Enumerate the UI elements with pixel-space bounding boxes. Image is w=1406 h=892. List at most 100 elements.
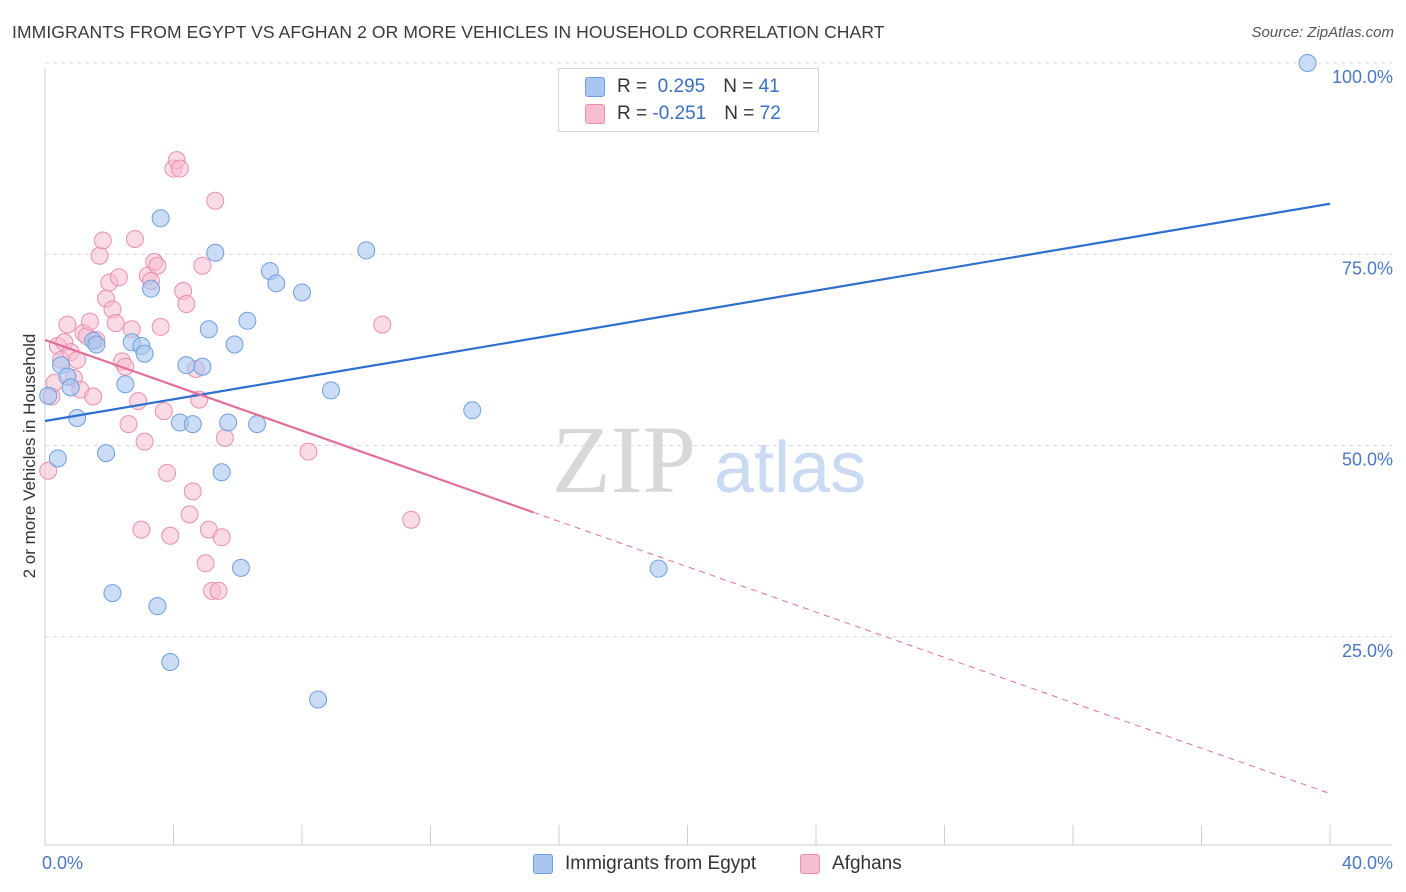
- afghan-point: [170, 159, 189, 178]
- afghan-point: [39, 461, 58, 480]
- y-tick-label: 75.0%: [1342, 258, 1393, 278]
- afghan-point: [161, 526, 180, 545]
- egypt-point: [148, 597, 167, 616]
- afghan-point: [373, 315, 392, 334]
- afghan-point: [119, 415, 138, 434]
- egypt-point: [183, 415, 202, 434]
- afghan-point: [151, 317, 170, 336]
- legend-item-egypt[interactable]: Immigrants from Egypt: [533, 852, 756, 876]
- afghan-trend-line-extrapolated: [533, 511, 1331, 795]
- afghan-point: [212, 528, 231, 547]
- afghan-point: [106, 314, 125, 333]
- afghan-legend-swatch-icon: [800, 854, 820, 874]
- egypt-point: [61, 378, 80, 397]
- afghan-point: [180, 505, 199, 524]
- egypt-point: [103, 584, 122, 603]
- legend-item-afghan[interactable]: Afghans: [800, 852, 902, 876]
- egypt-trend-line: [44, 202, 1331, 423]
- egypt-point: [199, 320, 218, 339]
- egypt-swatch-icon: [585, 77, 605, 97]
- afghan-point: [148, 256, 167, 275]
- watermark-atlas: atlas: [714, 428, 866, 508]
- tick-labels: 25.0% 50.0% 75.0% 100.0% 0.0% 40.0%: [42, 67, 1393, 873]
- egypt-point: [151, 209, 170, 228]
- afghan-point: [183, 482, 202, 501]
- afghan-point: [135, 432, 154, 451]
- legend-r-label: R =: [617, 103, 653, 124]
- afghan-point: [209, 581, 228, 600]
- afghan-point: [177, 294, 196, 313]
- legend-r-value: -0.251: [652, 103, 707, 124]
- egypt-point: [309, 690, 328, 709]
- egypt-point: [193, 357, 212, 376]
- afghan-point: [193, 256, 212, 275]
- afghan-point: [402, 510, 421, 529]
- egypt-point: [177, 356, 196, 375]
- legend-n-value: 72: [759, 103, 781, 124]
- egypt-point: [87, 335, 106, 354]
- egypt-point: [212, 463, 231, 482]
- legend-n-label: N =: [724, 103, 760, 124]
- source-label: Source: ZipAtlas.com: [1251, 24, 1394, 41]
- legend-row-egypt: R = 0.295 N = 41: [585, 74, 780, 100]
- legend-n-value: 41: [758, 76, 780, 97]
- afghan-points: [39, 151, 421, 600]
- afghan-swatch-icon: [585, 104, 605, 124]
- egypt-point: [97, 444, 116, 463]
- egypt-point: [225, 335, 244, 354]
- egypt-point: [238, 311, 257, 330]
- egypt-points: [39, 54, 1317, 709]
- afghan-point: [154, 402, 173, 421]
- x-tick-label: 40.0%: [1342, 853, 1393, 873]
- watermark-zip: ZIP: [552, 406, 696, 513]
- egypt-point: [1298, 54, 1317, 72]
- egypt-point: [463, 401, 482, 420]
- egypt-point: [219, 413, 238, 432]
- egypt-point: [142, 279, 161, 298]
- egypt-point: [161, 652, 180, 671]
- egypt-point: [135, 344, 154, 363]
- afghan-point: [158, 464, 177, 483]
- egypt-point: [267, 274, 286, 293]
- chart-title: IMMIGRANTS FROM EGYPT VS AFGHAN 2 OR MOR…: [12, 22, 885, 42]
- egypt-point: [206, 243, 225, 262]
- afghan-point: [116, 357, 135, 376]
- legend-r-value: 0.295: [652, 76, 706, 97]
- afghan-point: [80, 312, 99, 331]
- egypt-point: [248, 415, 267, 434]
- afghan-point: [109, 268, 128, 287]
- grid: [45, 62, 1392, 638]
- watermark: ZIP atlas: [552, 406, 866, 513]
- egypt-point: [649, 559, 668, 578]
- egypt-point: [231, 558, 250, 577]
- egypt-point: [68, 408, 87, 427]
- egypt-point: [293, 283, 311, 302]
- legend-n-label: N =: [723, 76, 759, 97]
- y-axis-label: 2 or more Vehicles in Household: [20, 334, 39, 579]
- x-tick-label: 0.0%: [42, 853, 83, 873]
- egypt-point: [116, 375, 135, 394]
- axes: [44, 68, 1392, 846]
- legend-row-afghan: R = -0.251 N = 72: [585, 101, 781, 127]
- legend-r-label: R =: [617, 76, 653, 97]
- afghan-point: [58, 315, 77, 334]
- legend-label-egypt: Immigrants from Egypt: [565, 853, 757, 874]
- afghan-point: [125, 229, 144, 248]
- afghan-point: [206, 191, 225, 210]
- egypt-point: [48, 449, 67, 468]
- egypt-point: [39, 386, 58, 405]
- afghan-point: [215, 428, 234, 447]
- trend-lines: [44, 202, 1331, 795]
- afghan-point: [299, 442, 318, 461]
- egypt-legend-swatch-icon: [533, 854, 553, 874]
- y-tick-label: 50.0%: [1342, 450, 1393, 470]
- afghan-point: [132, 520, 151, 539]
- y-tick-label: 100.0%: [1332, 67, 1393, 87]
- afghan-point: [93, 231, 112, 250]
- egypt-point: [321, 381, 340, 400]
- afghan-point: [196, 554, 215, 573]
- correlation-legend: R = 0.295 N = 41 R = -0.251 N = 72: [558, 68, 819, 132]
- legend-label-afghan: Afghans: [832, 853, 902, 874]
- afghan-point: [90, 246, 109, 265]
